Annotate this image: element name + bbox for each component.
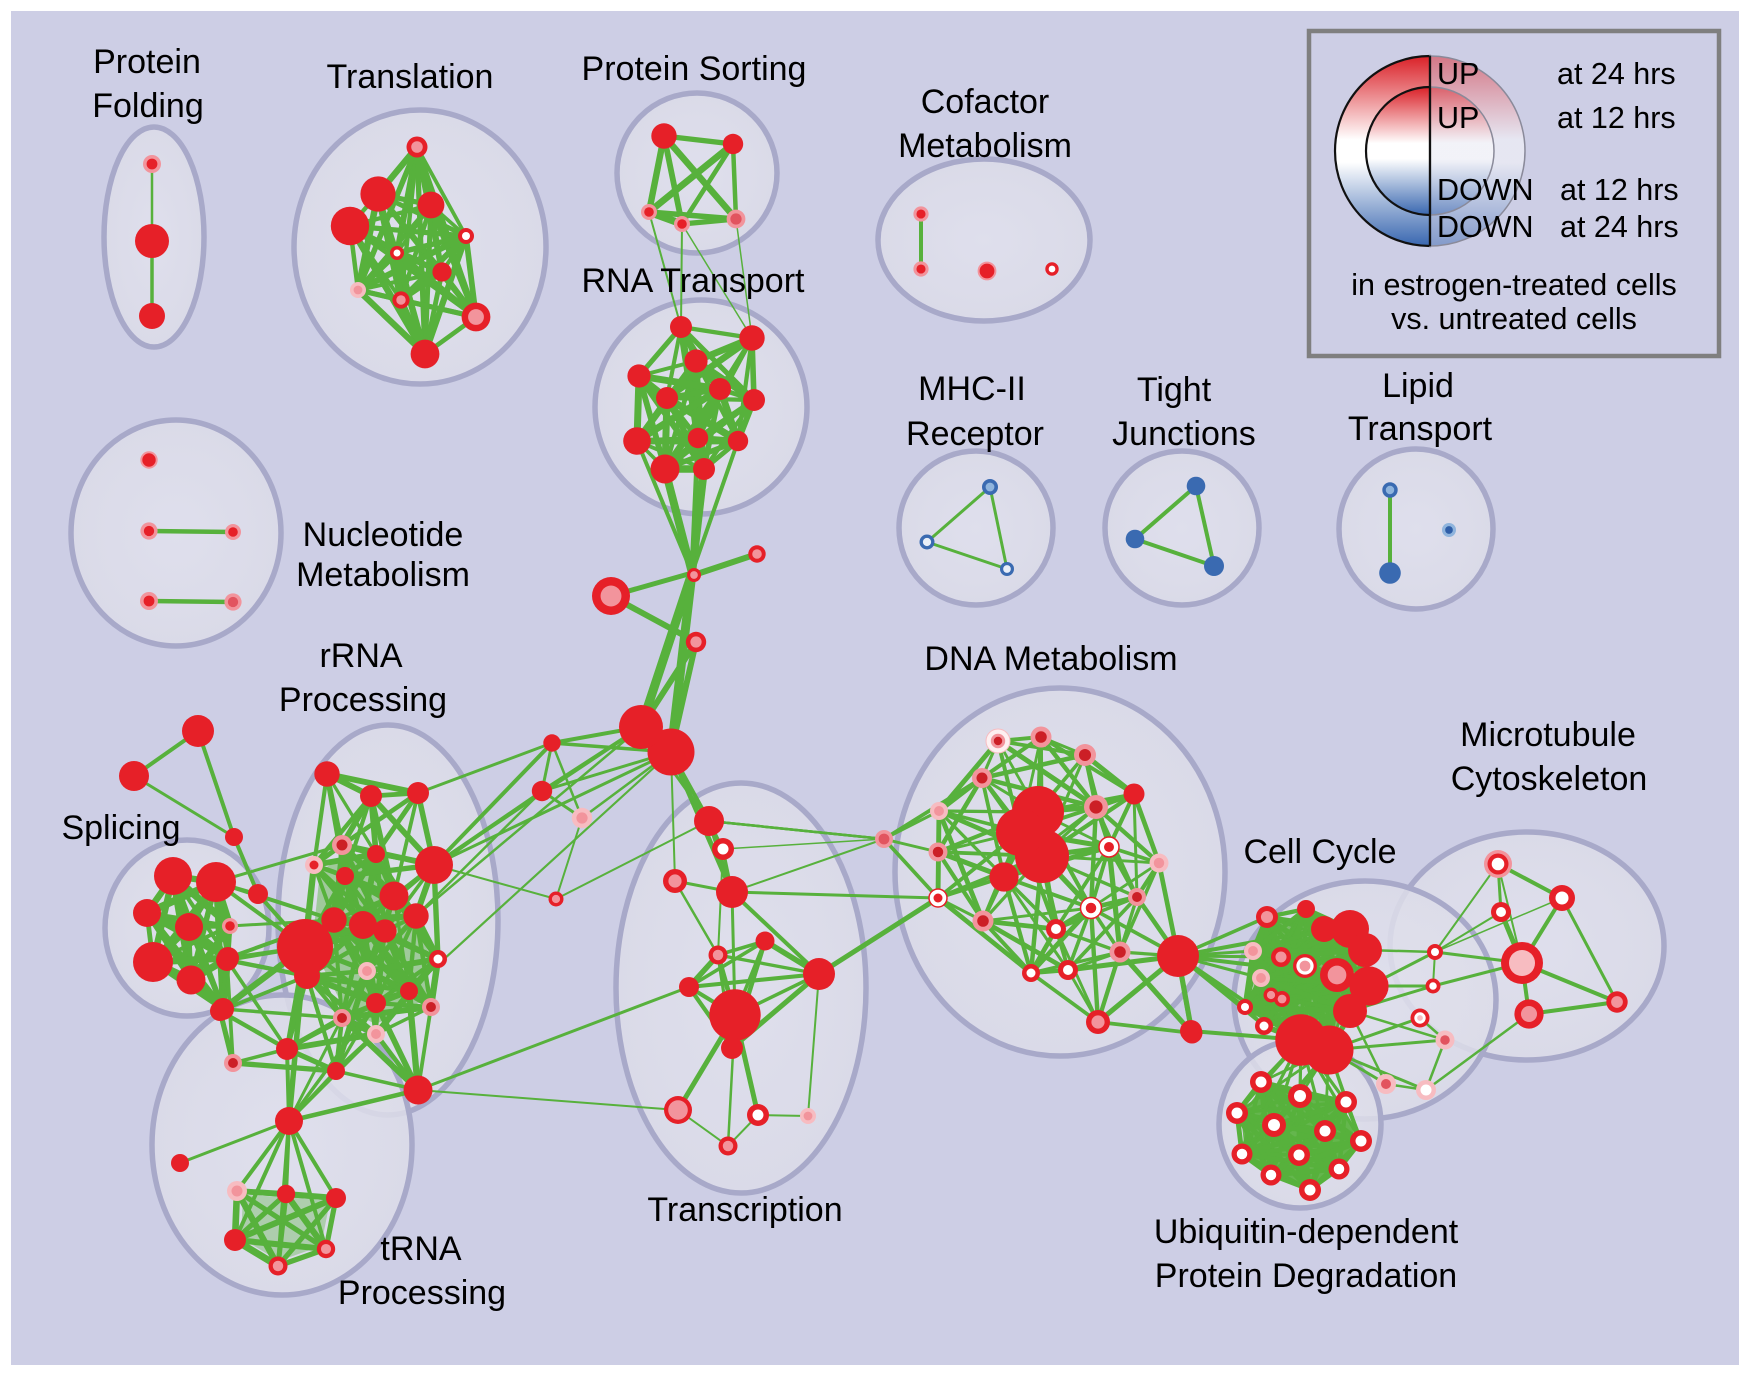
svg-text:Translation: Translation [327, 58, 494, 96]
svg-text:UP: UP [1437, 57, 1479, 91]
svg-text:rRNA: rRNA [319, 637, 402, 675]
svg-text:Cytoskeleton: Cytoskeleton [1451, 760, 1648, 798]
svg-text:at 24 hrs: at 24 hrs [1557, 57, 1676, 91]
svg-text:UP: UP [1437, 101, 1479, 135]
svg-text:DOWN: DOWN [1437, 210, 1534, 244]
svg-text:at 12 hrs: at 12 hrs [1560, 173, 1679, 207]
svg-text:MHC-II: MHC-II [918, 370, 1026, 408]
svg-text:Splicing: Splicing [61, 809, 180, 847]
svg-text:Microtubule: Microtubule [1460, 716, 1636, 754]
svg-text:Metabolism: Metabolism [898, 127, 1072, 165]
svg-text:at 24 hrs: at 24 hrs [1560, 210, 1679, 244]
svg-text:Cofactor: Cofactor [921, 83, 1050, 121]
svg-text:Metabolism: Metabolism [296, 556, 470, 594]
svg-text:tRNA: tRNA [380, 1230, 462, 1268]
svg-text:Transcription: Transcription [647, 1191, 842, 1229]
svg-text:Protein Degradation: Protein Degradation [1155, 1257, 1457, 1295]
svg-text:Processing: Processing [338, 1274, 506, 1312]
svg-text:DOWN: DOWN [1437, 173, 1534, 207]
svg-text:Processing: Processing [279, 681, 447, 719]
svg-text:Ubiquitin-dependent: Ubiquitin-dependent [1154, 1213, 1459, 1251]
svg-text:Tight: Tight [1137, 371, 1212, 409]
svg-text:Folding: Folding [92, 87, 204, 125]
svg-text:Protein: Protein [93, 43, 201, 81]
svg-text:Junctions: Junctions [1112, 415, 1256, 453]
svg-text:DNA Metabolism: DNA Metabolism [924, 640, 1177, 678]
svg-text:in estrogen-treated cells: in estrogen-treated cells [1351, 268, 1677, 302]
svg-text:RNA Transport: RNA Transport [582, 262, 806, 300]
svg-text:vs. untreated cells: vs. untreated cells [1391, 302, 1637, 336]
svg-text:Lipid: Lipid [1382, 367, 1454, 405]
svg-text:Receptor: Receptor [906, 415, 1044, 453]
svg-text:Cell Cycle: Cell Cycle [1243, 833, 1396, 871]
svg-text:at 12 hrs: at 12 hrs [1557, 101, 1676, 135]
svg-text:Protein Sorting: Protein Sorting [582, 50, 807, 88]
svg-text:Nucleotide: Nucleotide [303, 516, 464, 554]
svg-text:Transport: Transport [1348, 410, 1493, 448]
